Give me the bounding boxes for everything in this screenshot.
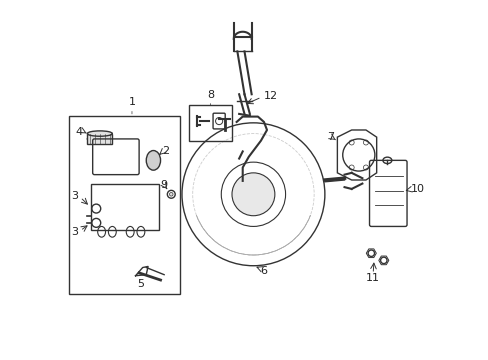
Bar [91, 184, 159, 230]
Text: 6: 6 [260, 266, 267, 276]
Text: 9: 9 [160, 180, 166, 190]
Text: 8: 8 [206, 90, 214, 100]
Text: 2: 2 [162, 147, 169, 157]
Ellipse shape [146, 150, 160, 170]
Text: 10: 10 [410, 184, 424, 194]
Ellipse shape [169, 193, 173, 196]
Circle shape [231, 173, 274, 216]
Bar [189, 105, 231, 141]
Text: 12: 12 [264, 91, 278, 101]
Text: 11: 11 [366, 273, 379, 283]
Ellipse shape [87, 131, 112, 136]
Text: 7: 7 [326, 132, 333, 142]
Ellipse shape [87, 136, 112, 142]
Text: 4: 4 [76, 127, 83, 137]
Text: 1: 1 [128, 97, 135, 107]
Text: 3: 3 [71, 227, 78, 237]
Bar [69, 116, 180, 294]
Text: 3: 3 [71, 191, 78, 201]
Bar [87, 134, 112, 144]
Text: 5: 5 [137, 279, 144, 289]
